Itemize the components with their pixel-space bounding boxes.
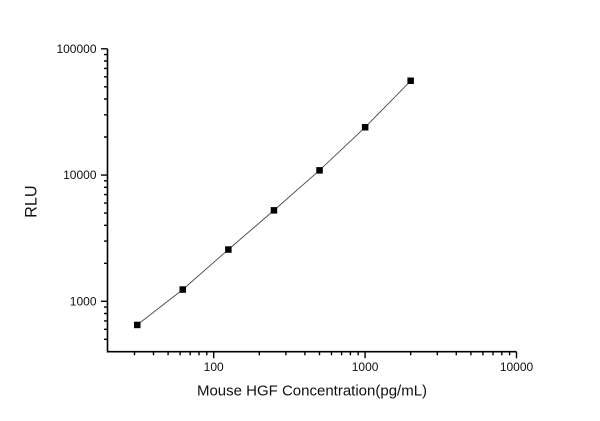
svg-text:10000: 10000	[63, 168, 97, 182]
svg-text:1000: 1000	[70, 294, 97, 308]
svg-text:Mouse HGF Concentration(pg/mL): Mouse HGF Concentration(pg/mL)	[197, 383, 427, 400]
svg-text:1000: 1000	[352, 360, 379, 374]
svg-text:100000: 100000	[56, 42, 96, 56]
svg-text:100: 100	[204, 360, 224, 374]
svg-text:10000: 10000	[500, 360, 534, 374]
svg-text:RLU: RLU	[22, 185, 40, 218]
